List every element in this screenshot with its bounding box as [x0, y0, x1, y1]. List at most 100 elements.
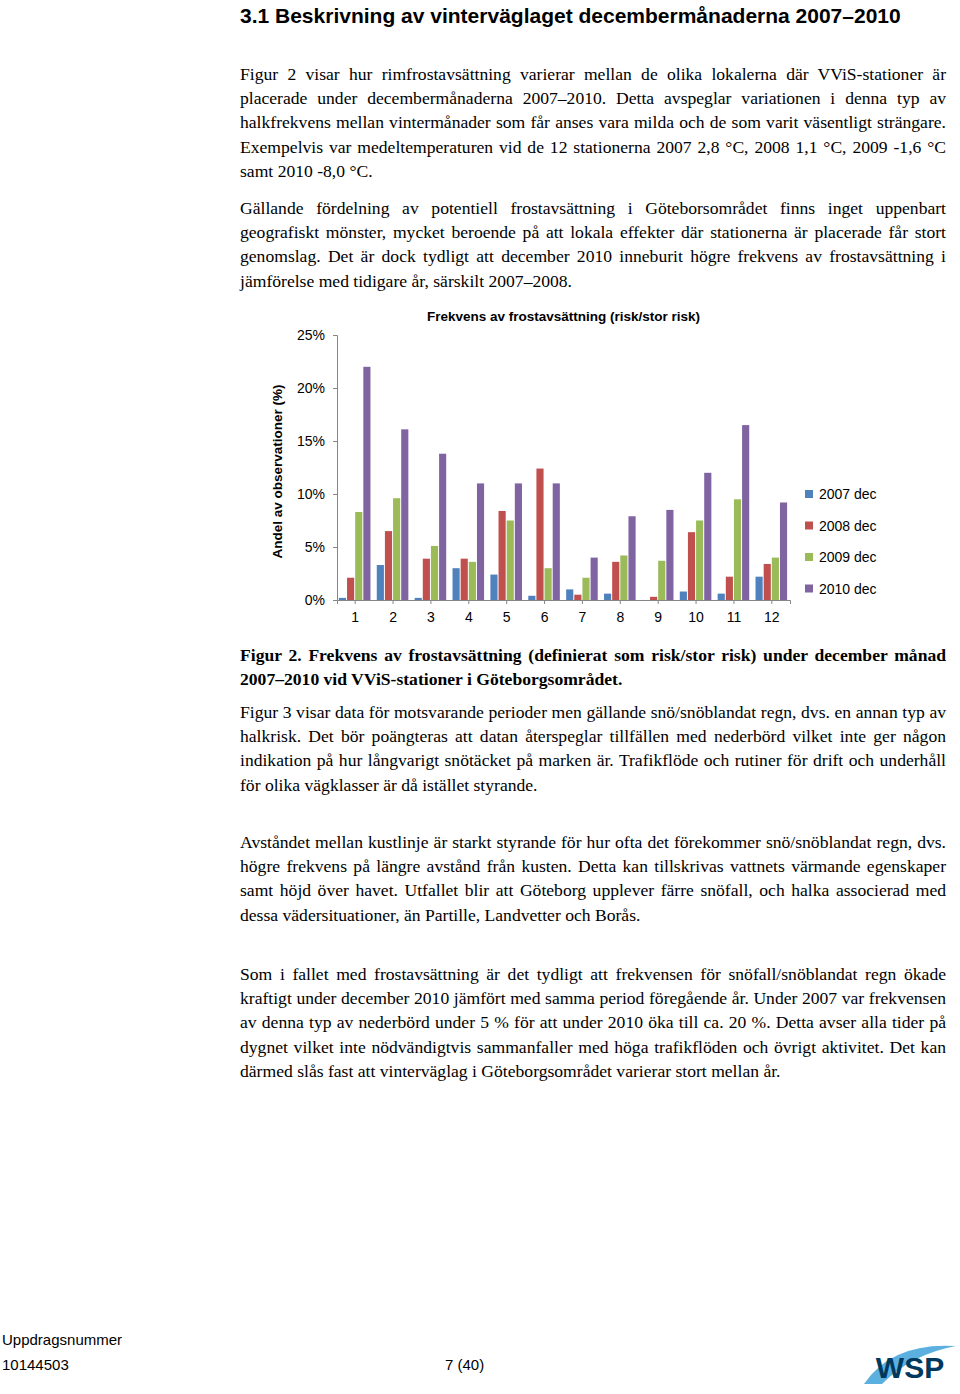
- logo: WSP: [862, 1340, 958, 1388]
- legend-item: 2008 dec: [805, 518, 877, 534]
- bar: [680, 592, 687, 600]
- legend-label: 2010 dec: [819, 581, 877, 597]
- x-tick-label: 9: [654, 609, 662, 625]
- chart-title: Frekvens av frostavsättning (risk/stor r…: [427, 309, 700, 324]
- bar: [439, 454, 446, 600]
- x-tick: 4: [465, 600, 473, 625]
- bar: [628, 516, 635, 600]
- bar: [363, 367, 370, 600]
- legend-item: 2009 dec: [805, 549, 877, 565]
- bar: [666, 510, 673, 600]
- x-tick-mark: [430, 600, 431, 604]
- x-tick-label: 10: [688, 609, 704, 625]
- legend-item: 2007 dec: [805, 486, 877, 502]
- x-tick-label: 8: [616, 609, 624, 625]
- x-axis-line: [338, 601, 791, 605]
- bar: [385, 531, 392, 600]
- bar: [726, 577, 733, 600]
- x-tick-label: 11: [727, 609, 742, 625]
- heading: 3.1 Beskrivning av vinterväglaget decemb…: [240, 2, 930, 29]
- y-tick-mark: [333, 335, 337, 336]
- y-tick: 0%: [305, 592, 337, 608]
- paragraph: Figur 3 visar data för motsvarande perio…: [240, 700, 946, 797]
- bar: [553, 483, 560, 600]
- x-tick-mark: [355, 600, 356, 604]
- x-tick: 7: [579, 600, 587, 625]
- bar: [431, 546, 438, 600]
- series-bars: [347, 469, 771, 600]
- bar: [574, 595, 581, 600]
- bar: [650, 597, 657, 600]
- y-axis-title: Andel av observationer (%): [270, 384, 285, 558]
- y-tick-mark: [333, 600, 337, 601]
- bar: [612, 562, 619, 600]
- bar: [620, 555, 627, 600]
- x-tick: 11: [727, 600, 742, 625]
- x-tick-mark: [506, 600, 507, 604]
- bar: [377, 565, 384, 600]
- x-tick-label: 3: [427, 609, 435, 625]
- bar: [582, 578, 589, 600]
- bar: [415, 598, 422, 600]
- x-tick-mark: [696, 600, 697, 604]
- y-tick-label: 5%: [305, 539, 325, 555]
- legend-label: 2008 dec: [819, 518, 877, 534]
- bar: [453, 568, 460, 600]
- bar: [423, 559, 430, 600]
- bar: [507, 521, 514, 601]
- bar: [339, 598, 346, 600]
- legend-label: 2009 dec: [819, 549, 877, 565]
- y-tick: 20%: [297, 380, 337, 396]
- bar: [477, 483, 484, 600]
- y-tick-label: 20%: [297, 380, 325, 396]
- y-tick-label: 10%: [297, 486, 325, 502]
- series-bars: [355, 498, 779, 600]
- bar: [469, 562, 476, 600]
- x-tick-label: 5: [503, 609, 511, 625]
- bar: [536, 469, 543, 600]
- paragraph: Gällande fördelning av potentiell frosta…: [240, 196, 946, 293]
- y-tick-label: 15%: [297, 433, 325, 449]
- x-tick-mark: [771, 600, 772, 604]
- legend-swatch: [805, 585, 813, 593]
- bar: [696, 521, 703, 601]
- y-tick: 5%: [305, 539, 337, 555]
- paragraph: Avståndet mellan kustlinje är starkt sty…: [240, 830, 946, 927]
- x-tick: 3: [427, 600, 435, 625]
- bar: [756, 577, 763, 600]
- y-tick-label: 25%: [297, 327, 325, 343]
- y-tick: 10%: [297, 486, 337, 502]
- legend: 2007 dec 2008 dec 2009 dec 2010 dec: [805, 486, 877, 597]
- x-tick-label: 12: [764, 609, 780, 625]
- page-number: 7 (40): [445, 1356, 484, 1373]
- y-tick: 25%: [297, 327, 337, 343]
- x-tick-mark: [468, 600, 469, 604]
- bar: [704, 473, 711, 600]
- y-tick: 15%: [297, 433, 337, 449]
- footer-label: Uppdragsnummer: [2, 1331, 122, 1348]
- paragraph: Som i fallet med frostavsättning är det …: [240, 962, 946, 1083]
- bar: [490, 575, 497, 600]
- x-tick: 5: [503, 600, 511, 625]
- logo-swoosh: [864, 1346, 956, 1384]
- x-tick-label: 6: [541, 609, 549, 625]
- series-bars: [363, 367, 787, 600]
- bar: [401, 429, 408, 600]
- legend-label: 2007 dec: [819, 486, 877, 502]
- bar: [604, 594, 611, 600]
- x-tick: 8: [616, 600, 624, 625]
- bar: [772, 558, 779, 600]
- bar: [528, 596, 535, 600]
- bar: [764, 564, 771, 600]
- x-tick: 12: [764, 600, 780, 625]
- x-tick-mark: [658, 600, 659, 604]
- footer-number: 10144503: [2, 1356, 69, 1373]
- x-tick: 2: [389, 600, 397, 625]
- bar: [658, 561, 665, 600]
- y-tick-mark: [333, 388, 337, 389]
- bar: [499, 511, 506, 600]
- bar: [347, 578, 354, 600]
- x-tick-label: 7: [579, 609, 587, 625]
- bar: [591, 558, 598, 600]
- chart: Frekvens av frostavsättning (risk/stor r…: [0, 300, 960, 645]
